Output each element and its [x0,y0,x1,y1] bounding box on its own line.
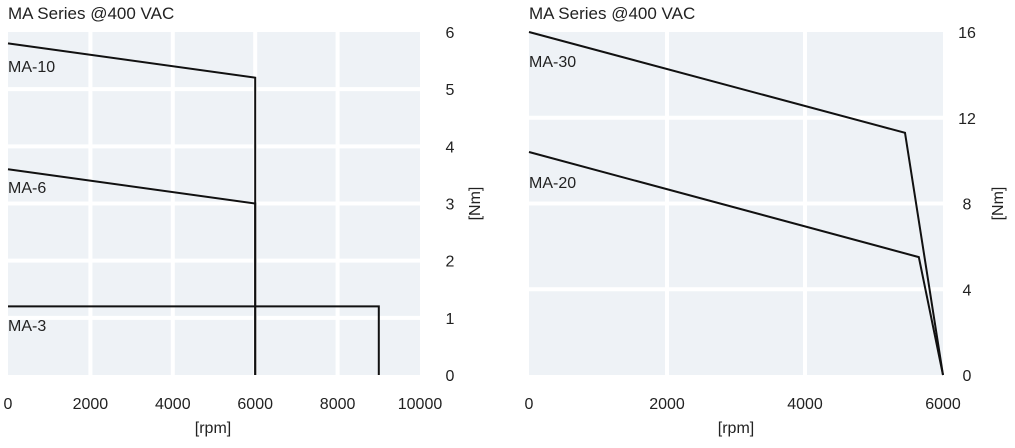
series-label-ma-20: MA-20 [529,175,576,192]
y-tick-label: 2 [446,254,455,271]
x-tick-label: 6000 [237,396,273,413]
y-axis-label: [Nm] [990,187,1007,221]
series-label-ma-6: MA-6 [8,180,46,197]
y-tick-label: 16 [958,25,976,42]
x-tick-label: 8000 [320,396,356,413]
x-tick-label: 4000 [787,396,823,413]
chart-title: MA Series @400 VAC [8,4,174,23]
x-tick-label: 6000 [925,396,961,413]
x-tick-label: 4000 [155,396,191,413]
y-tick-label: 0 [446,368,455,385]
series-label-ma-3: MA-3 [8,318,46,335]
x-tick-label: 0 [4,396,13,413]
chart-title: MA Series @400 VAC [529,4,695,23]
x-axis-label: [rpm] [718,420,754,437]
series-label-ma-30: MA-30 [529,54,576,71]
x-tick-label: 10000 [398,396,443,413]
y-tick-label: 1 [446,311,455,328]
series-line-ma-20 [528,151,944,376]
y-tick-label: 4 [446,139,455,156]
series-line-ma-3 [8,305,380,375]
series-line-ma-6 [7,168,257,375]
y-tick-label: 8 [963,197,972,214]
y-axis-label: [Nm] [467,187,484,221]
chart-1: MA Series @400 VAC 0 2000 4000 6000 8000 10000… [4,4,484,437]
y-tick-label: 6 [446,25,455,42]
y-tick-label: 3 [446,197,455,214]
y-tick-label: 5 [446,82,455,99]
x-tick-label: 2000 [73,396,109,413]
x-tick-label: 2000 [649,396,685,413]
x-tick-label: 0 [525,396,534,413]
y-tick-label: 0 [963,368,972,385]
x-axis-label: [rpm] [195,420,231,437]
y-tick-label: 12 [958,111,976,128]
series-line-ma-30 [528,31,944,376]
y-tick-label: 4 [963,282,972,299]
series-label-ma-10: MA-10 [8,59,55,76]
